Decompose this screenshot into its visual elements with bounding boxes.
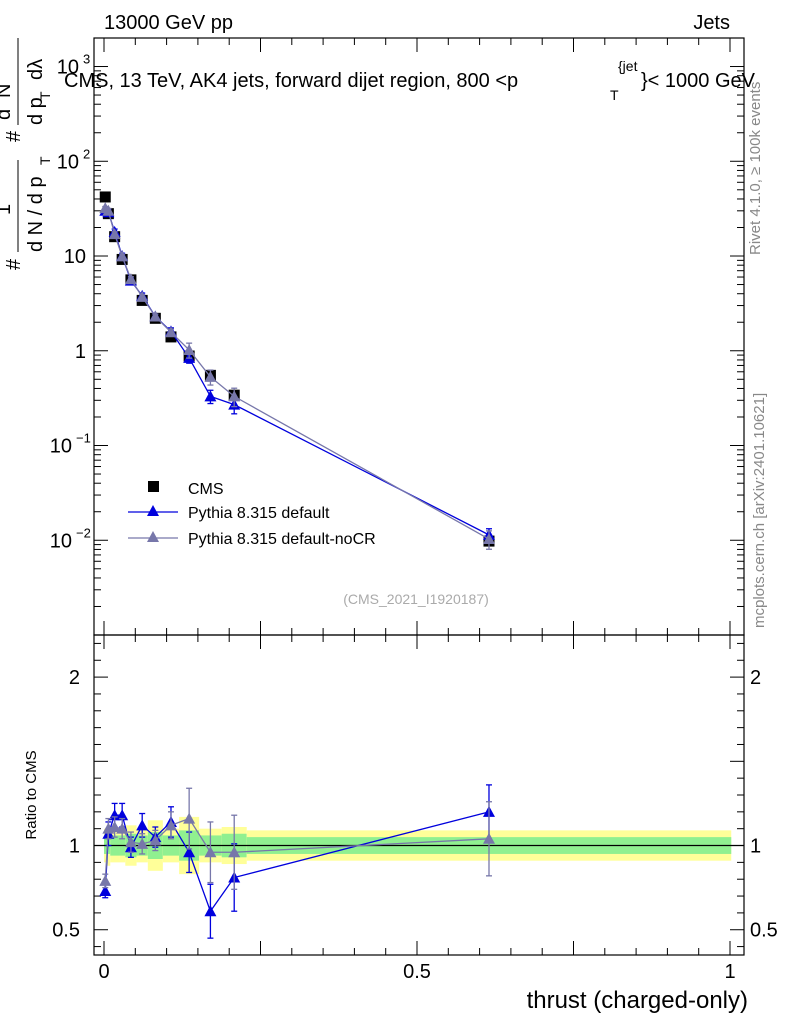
ytick-label: 10 — [57, 57, 79, 79]
ratio-ytick-label-right: 2 — [750, 667, 761, 689]
ylabel-main: # 1 d N / d p T # d 2 N d p T dλ — [0, 38, 53, 270]
header-right: Jets — [693, 12, 730, 34]
legend-cms-label: CMS — [188, 481, 224, 498]
ylabel-den: d N / d p — [25, 176, 47, 252]
xlabel: thrust (charged-only) — [527, 987, 748, 1014]
plot-title: CMS, 13 TeV, AK4 jets, forward dijet reg… — [64, 58, 756, 103]
ytick-label-exp: −1 — [76, 431, 91, 446]
ylabel-num-d: d — [0, 109, 15, 120]
nocr-ratio-point — [149, 834, 162, 846]
default-ratio-point — [204, 905, 217, 917]
nocr-ratio-point — [116, 822, 129, 834]
ytick-label: 10 — [57, 151, 79, 173]
legend-nocr-label: Pythia 8.315 default-noCR — [188, 531, 376, 548]
xtick-label: 0.5 — [403, 961, 431, 983]
nocr-ratio-point — [482, 832, 495, 844]
nocr-ratio-point — [108, 821, 121, 832]
legend: CMS Pythia 8.315 default Pythia 8.315 de… — [128, 481, 376, 548]
nocr-ratio-point — [136, 837, 149, 849]
nocr-point — [164, 326, 177, 338]
default-point — [204, 390, 217, 402]
ratio-ytick-label: 0.5 — [52, 920, 80, 942]
nocr-point — [482, 533, 495, 545]
xtick-label: 1 — [724, 961, 735, 983]
title-tail: }< 1000 GeV — [641, 70, 756, 92]
mcplots-label: mcplots.cern.ch [arXiv:2401.10621] — [751, 393, 768, 628]
legend-cms-marker — [148, 481, 159, 492]
nocr-point — [108, 228, 121, 240]
legend-default-marker — [147, 505, 159, 516]
ytick-label-exp: 2 — [83, 146, 90, 161]
nocr-point — [204, 370, 217, 382]
xtick-label: 0 — [98, 961, 109, 983]
default-ratio-point — [136, 819, 149, 831]
nocr-ratio-point — [164, 819, 177, 831]
cms-point — [99, 191, 111, 203]
title-main: CMS, 13 TeV, AK4 jets, forward dijet reg… — [64, 70, 518, 92]
ytick-label: 10 — [50, 436, 72, 458]
ylabel-hash2: # — [3, 130, 25, 142]
ytick-label: 1 — [75, 341, 86, 363]
nocr-point — [149, 310, 162, 322]
ratio-ytick-label-right: 0.5 — [750, 920, 778, 942]
legend-default-label: Pythia 8.315 default — [188, 505, 330, 522]
nocr-ratio-point — [183, 812, 196, 824]
ylabel-hash: # — [3, 258, 25, 270]
ytick-label-exp: 3 — [83, 52, 90, 67]
ylabel-num-n: N — [0, 84, 15, 98]
nocr-line — [104, 207, 490, 540]
nocr-ratio-point — [204, 846, 217, 858]
header-left: 13000 GeV pp — [104, 12, 233, 34]
nocr-point — [124, 273, 137, 285]
ytick-label: 10 — [64, 246, 86, 268]
ylabel-den-sub: T — [37, 156, 53, 165]
nocr-ratio-point — [228, 846, 241, 858]
nocr-ratio-point — [124, 836, 137, 848]
rivet-label: Rivet 4.1.0, ≥ 100k events — [747, 82, 764, 255]
title-sup: {jet — [618, 58, 638, 74]
default-ratio-point — [99, 885, 112, 896]
ylabel-ratio: Ratio to CMS — [23, 750, 40, 839]
nocr-point — [116, 250, 129, 262]
default-ratio-point — [116, 809, 129, 821]
analysis-id: (CMS_2021_I1920187) — [343, 591, 489, 607]
ylabel-den2-sub: T — [37, 91, 53, 100]
ratio-ytick-label: 2 — [69, 667, 80, 689]
ratio-frame — [93, 634, 745, 956]
ratio-ytick-label: 1 — [69, 836, 80, 858]
ylabel-den2: d p — [25, 97, 47, 125]
ylabel-den2-tail: dλ — [25, 59, 47, 80]
nocr-point — [102, 204, 115, 216]
default-line — [104, 210, 490, 536]
title-sub: T — [610, 87, 619, 103]
ylabel-num-sup: 2 — [0, 100, 3, 107]
main-plot: 10 −2 10 −1 1 10 10 2 10 3 — [50, 37, 744, 635]
default-ratio-point — [183, 846, 196, 858]
ratio-plot: 0 0.5 1 0.5 0.5 1 1 2 2 — [52, 635, 778, 983]
nocr-point — [183, 343, 196, 355]
nocr-ratio-point — [99, 874, 112, 886]
legend-nocr-marker — [147, 531, 159, 542]
ytick-label: 10 — [50, 530, 72, 552]
nocr-point — [228, 390, 241, 402]
nocr-point — [136, 290, 149, 302]
ytick-label-exp: −2 — [76, 525, 91, 540]
ratio-ytick-label-right: 1 — [750, 836, 761, 858]
ylabel-one: 1 — [0, 204, 15, 215]
